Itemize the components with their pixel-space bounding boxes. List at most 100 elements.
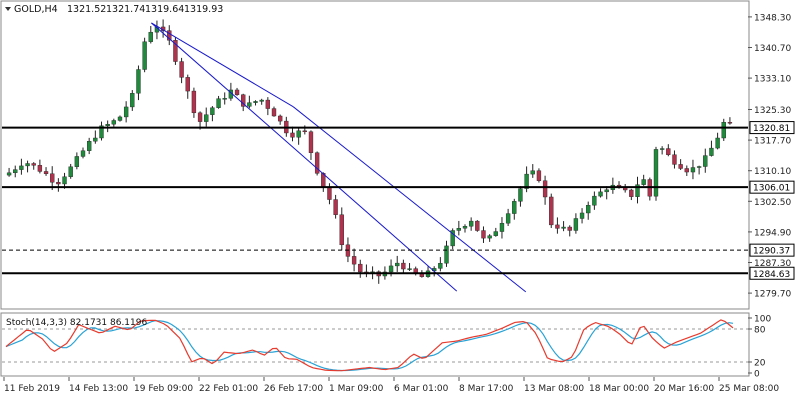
bull-candle [395, 262, 400, 267]
bull-candle [105, 124, 110, 127]
price-tick-label: 1279.70 [754, 290, 791, 300]
bear-candle [475, 220, 480, 231]
bear-candle [678, 164, 683, 169]
time-tick-label: 6 Mar 01:00 [394, 384, 449, 394]
bull-candle [505, 213, 511, 224]
bull-candle [99, 125, 104, 139]
bear-candle [672, 154, 677, 165]
ohlc-open: 1321.52 [67, 4, 106, 15]
bear-candle [302, 130, 307, 133]
bear-candle [339, 214, 344, 246]
time-tick-label: 11 Feb 2019 [4, 384, 60, 394]
price-tick-label: 1340.70 [754, 44, 791, 54]
stoch-k-line [5, 319, 734, 372]
main-chart-frame [0, 0, 750, 310]
price-tick-label: 1348.30 [754, 13, 791, 23]
bull-candle [715, 137, 720, 149]
level-price-tag [749, 180, 795, 194]
time-tick-label: 22 Feb 01:00 [199, 384, 258, 394]
bull-candle [259, 99, 264, 102]
bear-candle [241, 94, 246, 107]
bear-candle [549, 196, 554, 226]
bear-candle [197, 112, 203, 122]
time-tick-label: 18 Mar 00:00 [589, 384, 649, 394]
bull-candle [86, 140, 92, 151]
channel-connector [151, 22, 294, 108]
bull-candle [62, 176, 67, 185]
bear-candle [37, 165, 43, 172]
bear-candle [401, 262, 406, 270]
bull-candle [573, 218, 579, 231]
bear-candle [542, 180, 548, 198]
bear-candle [31, 163, 36, 166]
bull-candle [444, 245, 449, 264]
bull-candle [598, 191, 603, 197]
bull-candle [641, 179, 646, 185]
time-tick-label: 13 Mar 08:00 [524, 384, 584, 394]
bull-candle [142, 41, 147, 70]
bull-candle [296, 130, 301, 138]
level-price-label: 1306.01 [753, 184, 790, 194]
bear-candle [567, 226, 572, 231]
stoch-tick-label: 80 [754, 326, 766, 336]
bull-candle [592, 195, 597, 206]
bull-candle [136, 69, 141, 94]
bull-candle [388, 265, 394, 273]
bear-candle [327, 186, 332, 200]
bull-candle [68, 166, 73, 177]
bear-candle [167, 30, 172, 41]
bull-candle [407, 268, 412, 270]
bull-candle [561, 226, 566, 229]
bear-candle [277, 115, 283, 122]
time-tick-label: 19 Feb 09:00 [134, 384, 193, 394]
bear-candle [173, 40, 178, 62]
bull-candle [204, 114, 209, 122]
bull-candle [690, 167, 696, 173]
bull-candle [653, 149, 659, 197]
chart-header: GOLD,H4 1321.52 1321.74 1319.64 1319.93 [5, 4, 223, 15]
stoch-tick-label: 20 [754, 359, 766, 369]
bear-candle [358, 263, 363, 273]
levels-layer: 1320.81 1306.01 1290.37 1284.63 [2, 121, 795, 280]
bear-candle [727, 122, 733, 124]
time-axis: 11 Feb 2019 14 Feb 13:00 19 Feb 09:00 22 Fe… [3, 377, 779, 394]
bull-candle [210, 107, 215, 115]
level-price-tag [749, 243, 795, 257]
bull-candle [456, 228, 461, 231]
level-price-label: 1284.63 [753, 270, 790, 280]
bull-candle [586, 205, 591, 214]
bull-candle [462, 226, 468, 229]
price-tick-label: 1333.10 [754, 75, 791, 85]
bull-candle [6, 172, 12, 176]
bull-candle [253, 101, 258, 103]
bull-candle [518, 188, 523, 202]
ohlc-high: 1321.74 [106, 4, 145, 15]
bear-candle [234, 89, 240, 95]
bull-candle [487, 235, 492, 239]
bull-candle [25, 163, 30, 167]
ohlc-low: 1319.64 [145, 4, 184, 15]
bear-candle [351, 256, 357, 265]
bull-candle [111, 120, 116, 125]
bull-candle [703, 155, 708, 167]
bull-candle [130, 93, 135, 108]
chevron-down-icon[interactable] [5, 7, 11, 11]
price-tick-label: 1294.90 [754, 228, 791, 238]
stoch-tick-label: 0 [754, 370, 760, 380]
bear-candle [50, 173, 55, 183]
bear-candle [333, 199, 338, 215]
time-tick-label: 14 Feb 13:00 [69, 384, 128, 394]
bear-candle [43, 171, 49, 174]
stoch-tick-label: 100 [754, 315, 771, 325]
bear-candle [308, 131, 314, 153]
price-tick-label: 1310.10 [754, 167, 791, 177]
stochastic-layer [2, 319, 748, 372]
bull-candle [721, 122, 726, 139]
channel-layer [151, 22, 527, 293]
bull-candle [117, 116, 123, 121]
bull-candle [438, 263, 443, 269]
bull-candle [499, 222, 505, 232]
